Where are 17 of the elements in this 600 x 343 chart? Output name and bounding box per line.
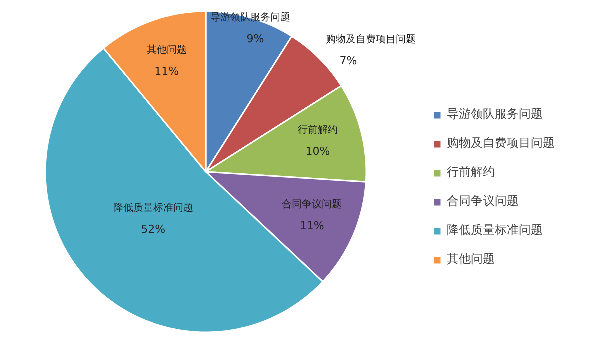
legend-label: 购物及自费项目问题 [447,135,555,152]
data-label: 9% [246,32,264,46]
legend-label: 导游领队服务问题 [447,106,543,123]
data-label: 52% [141,222,166,236]
data-label: 11% [300,219,324,232]
data-label: 11% [154,64,180,78]
slice-label: 其他问题 [146,44,187,56]
data-label: 7% [340,54,358,68]
legend-label: 其他问题 [447,251,495,268]
slice-label: 合同争议问题 [282,198,342,210]
slice-label: 降低质量标准问题 [113,202,194,214]
slice-label: 行前解约 [298,124,338,136]
legend-label: 合同争议问题 [447,193,519,210]
data-label: 10% [306,144,330,158]
legend-label: 降低质量标准问题 [447,222,543,239]
slice-label: 购物及自费项目问题 [326,34,416,46]
legend-label: 行前解约 [447,164,495,181]
